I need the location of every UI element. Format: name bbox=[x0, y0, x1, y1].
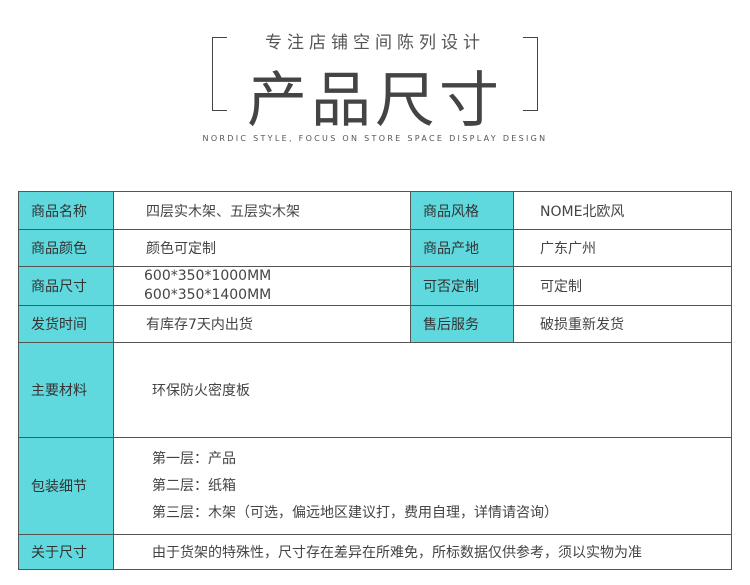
row-value: 第一层：产品 第二层：纸箱 第三层：木架（可选，偏远地区建议打，费用自理，详情请… bbox=[113, 437, 732, 535]
page-header: 专注店铺空间陈列设计 产品尺寸 NORDIC STYLE, FOCUS ON S… bbox=[0, 0, 750, 160]
table-row: 主要材料 环保防火密度板 bbox=[18, 342, 732, 438]
row-value: 颜色可定制 bbox=[113, 229, 411, 267]
row-label: 商品风格 bbox=[410, 191, 514, 230]
row-value: 四层实木架、五层实木架 bbox=[113, 191, 411, 230]
row-value: 有库存7天内出货 bbox=[113, 305, 411, 343]
table-row: 商品颜色 颜色可定制 商品产地 广东广州 bbox=[18, 229, 732, 267]
right-bracket bbox=[523, 36, 538, 111]
table-row: 包装细节 第一层：产品 第二层：纸箱 第三层：木架（可选，偏远地区建议打，费用自… bbox=[18, 437, 732, 535]
row-value: 可定制 bbox=[513, 266, 732, 306]
row-value: 环保防火密度板 bbox=[113, 342, 732, 438]
row-label: 发货时间 bbox=[18, 305, 114, 343]
table-row: 关于尺寸 由于货架的特殊性，尺寸存在差异在所难免，所标数据仅供参考，须以实物为准 bbox=[18, 534, 732, 570]
packing-line: 第一层：产品 bbox=[152, 450, 236, 467]
header-english: NORDIC STYLE, FOCUS ON STORE SPACE DISPL… bbox=[202, 134, 548, 143]
row-label: 主要材料 bbox=[18, 342, 114, 438]
row-label: 商品颜色 bbox=[18, 229, 114, 267]
row-label: 包装细节 bbox=[18, 437, 114, 535]
product-spec-table: 商品名称 四层实木架、五层实木架 商品风格 NOME北欧风 商品颜色 颜色可定制… bbox=[18, 191, 732, 570]
row-value: 由于货架的特殊性，尺寸存在差异在所难免，所标数据仅供参考，须以实物为准 bbox=[113, 534, 732, 570]
packing-line: 第三层：木架（可选，偏远地区建议打，费用自理，详情请咨询） bbox=[152, 504, 558, 521]
row-value: 破损重新发货 bbox=[513, 305, 732, 343]
row-label: 商品名称 bbox=[18, 191, 114, 230]
page-title: 产品尺寸 bbox=[247, 66, 503, 136]
size-line: 600*350*1000MM bbox=[144, 268, 272, 284]
left-bracket bbox=[212, 36, 227, 111]
row-label: 商品尺寸 bbox=[18, 266, 114, 306]
table-row: 发货时间 有库存7天内出货 售后服务 破损重新发货 bbox=[18, 305, 732, 343]
table-row: 商品名称 四层实木架、五层实木架 商品风格 NOME北欧风 bbox=[18, 191, 732, 230]
row-value: NOME北欧风 bbox=[513, 191, 732, 230]
row-label: 关于尺寸 bbox=[18, 534, 114, 570]
table-row: 商品尺寸 600*350*1000MM 600*350*1400MM 可否定制 … bbox=[18, 266, 732, 306]
row-value: 600*350*1000MM 600*350*1400MM bbox=[113, 266, 411, 306]
packing-line: 第二层：纸箱 bbox=[152, 477, 236, 494]
header-subtitle: 专注店铺空间陈列设计 bbox=[265, 33, 485, 53]
size-line: 600*350*1400MM bbox=[144, 287, 272, 303]
row-label: 可否定制 bbox=[410, 266, 514, 306]
row-label: 售后服务 bbox=[410, 305, 514, 343]
row-label: 商品产地 bbox=[410, 229, 514, 267]
row-value: 广东广州 bbox=[513, 229, 732, 267]
